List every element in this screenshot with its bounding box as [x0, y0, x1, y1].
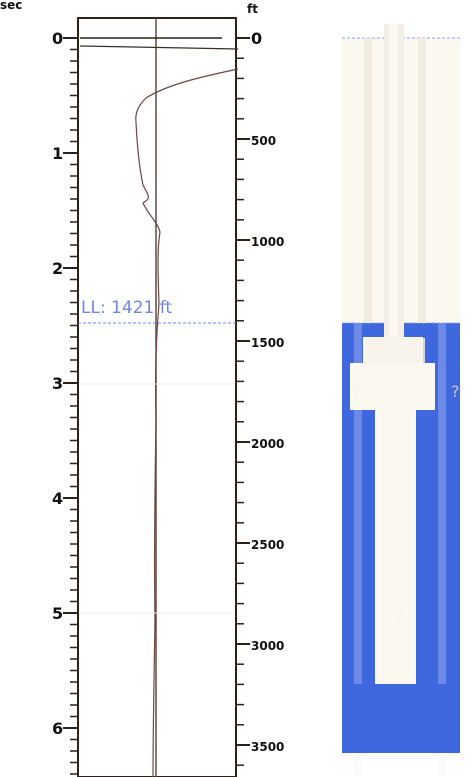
question-mark: ? — [372, 346, 381, 365]
liquid-level-label: LL: 1421 ft — [81, 298, 172, 318]
left-axis-tick-label: 2 — [52, 259, 63, 278]
upper-casing-left — [364, 38, 372, 323]
right-axis-tick-label: 1000 — [251, 235, 284, 249]
trace-secondary-line — [79, 45, 239, 50]
right-axis-tick-label: 3500 — [251, 740, 284, 754]
question-mark: ? — [410, 346, 419, 365]
left-axis-tick-label: 5 — [52, 604, 63, 623]
left-axis: 0 1 2 3 4 5 6 — [52, 29, 78, 775]
left-axis-tick-label: 0 — [52, 29, 63, 48]
upper-casing-right — [418, 38, 426, 323]
right-axis-tick-label: 500 — [251, 134, 276, 148]
trace-panel-frame — [77, 17, 237, 777]
right-axis: 0 500 1000 1500 2000 2500 3000 3500 — [236, 29, 284, 766]
left-axis-tick-label: 6 — [52, 719, 63, 738]
left-axis-tick-label: 1 — [52, 144, 63, 163]
right-axis-tick-label: 3000 — [251, 639, 284, 653]
acoustic-trace-line — [135, 68, 239, 777]
right-axis-tick-label: 2000 — [251, 437, 284, 451]
left-axis-unit: sec — [0, 0, 22, 12]
trace-panel: 0 1 2 3 4 5 6 0 500 1000 1500 2000 2500 3000 3500 sec… — [0, 0, 284, 777]
question-mark: ? — [352, 382, 361, 401]
right-axis-unit: ft — [247, 2, 258, 16]
right-axis-tick-label: 0 — [251, 29, 262, 48]
right-axis-tick-label: 1500 — [251, 336, 284, 350]
casing-edge-left — [354, 323, 362, 776]
casing-edge-right — [438, 323, 446, 776]
wellbore-panel: ? ? ? ? ? — [342, 24, 460, 776]
left-axis-tick-label: 3 — [52, 374, 63, 393]
upper-void-highlight — [365, 338, 425, 363]
bottom-liquid — [342, 684, 460, 753]
question-mark: ? — [395, 607, 404, 626]
left-axis-tick-label: 4 — [52, 489, 63, 508]
lower-void — [378, 410, 413, 683]
question-mark: ? — [451, 382, 460, 401]
right-axis-tick-label: 2500 — [251, 538, 284, 552]
